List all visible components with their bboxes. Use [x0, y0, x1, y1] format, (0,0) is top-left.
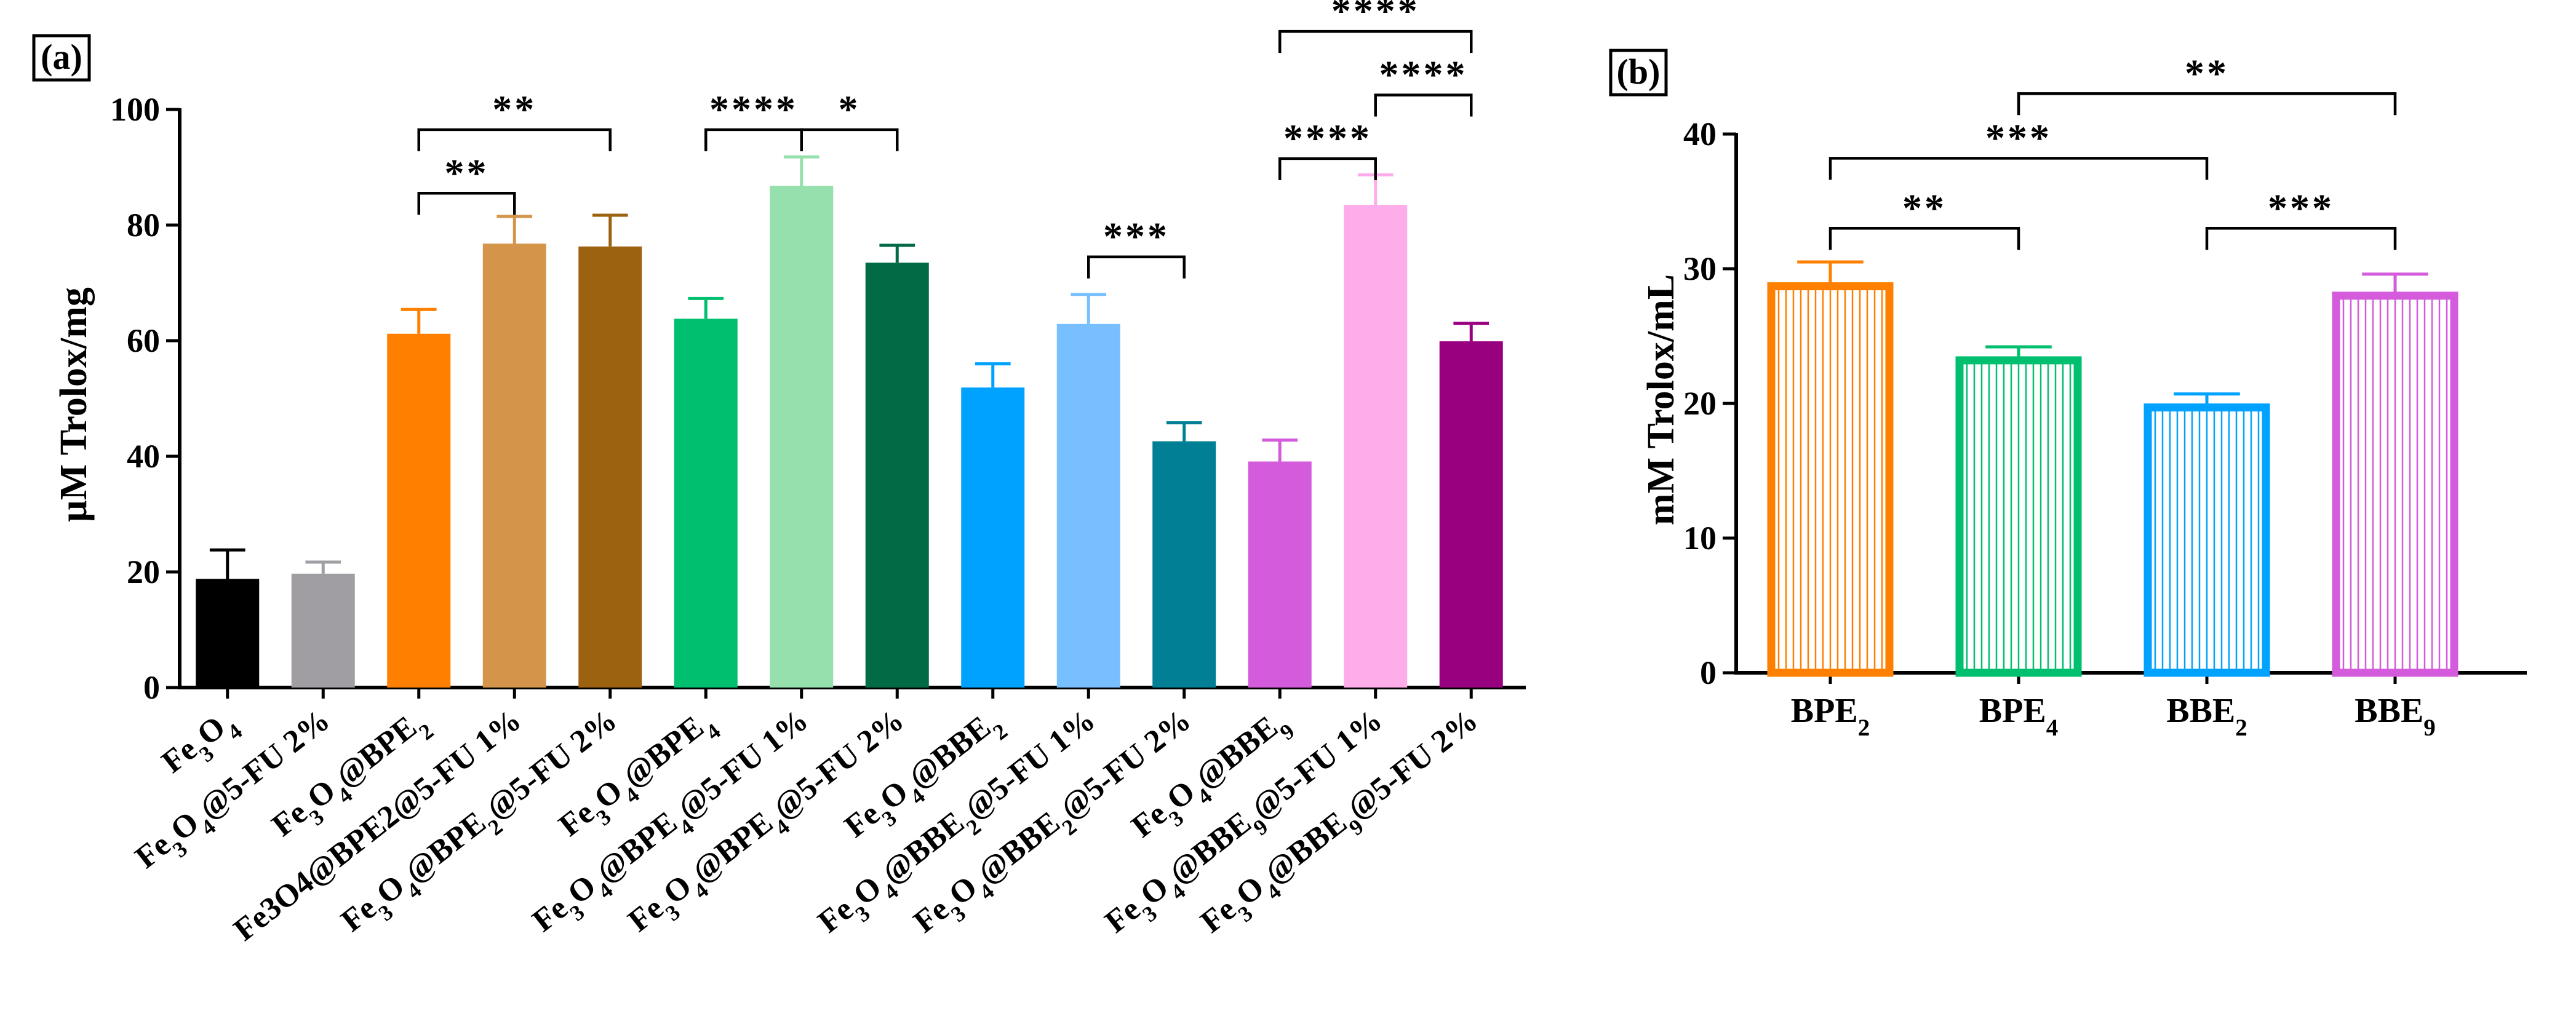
panel-b-axes: 0 10 20 30 40 [1683, 116, 2527, 691]
significance-bracket [1278, 157, 1377, 180]
panel-a-significance: **** **** **************** [417, 0, 1473, 279]
significance-label: *** [1103, 215, 1170, 258]
y-tick-label: 10 [1683, 520, 1717, 557]
significance-label: ** [2185, 51, 2229, 95]
panel-b-label: (b) [1617, 52, 1661, 92]
panel-a-bars [196, 155, 1503, 688]
significance-label: **** [1283, 116, 1372, 160]
panel-b-significance: ** ******** [1828, 51, 2397, 250]
panel-a-label: (a) [41, 37, 82, 77]
panel-a-label-box [32, 34, 91, 82]
significance-label: * [839, 87, 861, 131]
significance-label: ** [1902, 186, 1947, 229]
x-category-label: BBE2 [2166, 692, 2247, 741]
bar-hatch [1966, 363, 2072, 673]
significance-label: **** [1331, 0, 1420, 33]
bar [674, 319, 738, 688]
y-tick-label: 20 [1683, 385, 1717, 422]
significance-bracket [704, 128, 803, 151]
significance-label: ** [445, 151, 489, 194]
bar [1439, 341, 1503, 688]
panel-a-y-axis-title: µM Trolox/mg [53, 287, 95, 522]
significance-label: *** [2268, 186, 2334, 229]
significance-bracket [800, 128, 899, 151]
x-category-label: BBE9 [2355, 692, 2436, 741]
panel-b-bars [1767, 260, 2458, 677]
bar-hatch [1777, 290, 1883, 673]
significance-bracket [1828, 157, 2209, 180]
significance-bracket [1278, 30, 1473, 54]
significance-label: **** [709, 87, 798, 131]
bar-hatch [2154, 411, 2260, 673]
bar [1344, 205, 1408, 688]
x-category-label: BPE4 [1979, 692, 2058, 741]
bar [1248, 461, 1312, 688]
panel-b-y-axis-title: mM Trolox/mL [1640, 274, 1682, 525]
y-tick-label: 0 [143, 669, 160, 706]
bar [482, 244, 546, 688]
y-tick-label: 60 [127, 322, 160, 359]
y-tick-label: 80 [127, 207, 160, 244]
y-tick-label: 100 [110, 91, 160, 128]
significance-bracket [1828, 227, 2020, 250]
panel-b-label-box [1609, 49, 1668, 97]
significance-bracket [2017, 92, 2397, 116]
significance-label: **** [1379, 53, 1468, 97]
bar [578, 246, 642, 688]
bar [865, 263, 929, 688]
y-tick-label: 20 [127, 553, 160, 590]
bar-hatch [2342, 299, 2448, 673]
bar [387, 333, 451, 688]
significance-bracket [417, 192, 516, 215]
y-tick-label: 30 [1683, 250, 1717, 287]
bar [1056, 323, 1120, 688]
significance-bracket [417, 128, 612, 151]
significance-bracket [1087, 255, 1186, 279]
y-tick-label: 40 [1683, 116, 1717, 153]
significance-label: ** [492, 87, 536, 131]
bar [961, 387, 1025, 688]
bar [291, 573, 355, 688]
significance-label: *** [1985, 116, 2052, 159]
panel-b-x-labels: BPE2 BPE4 BBE2 BBE9 [1791, 692, 2436, 741]
bar [1152, 441, 1216, 688]
significance-bracket [2205, 227, 2397, 250]
bar [196, 579, 260, 688]
bar [770, 186, 834, 688]
significance-bracket [1374, 93, 1473, 117]
x-category-label: BPE2 [1791, 692, 1870, 741]
y-tick-label: 40 [127, 438, 160, 475]
y-tick-label: 0 [1700, 654, 1717, 691]
